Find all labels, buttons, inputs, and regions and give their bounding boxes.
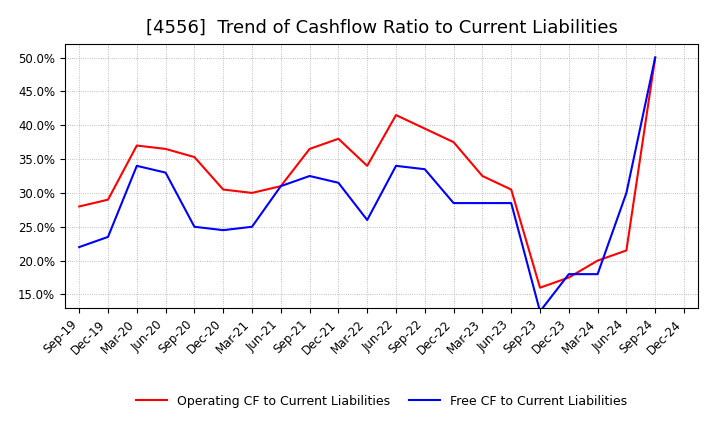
Operating CF to Current Liabilities — [276, 183, 285, 189]
Free CF to Current Liabilities — [334, 180, 343, 185]
Free CF to Current Liabilities — [132, 163, 141, 169]
Free CF to Current Liabilities — [593, 271, 602, 277]
Operating CF to Current Liabilities — [363, 163, 372, 169]
Free CF to Current Liabilities — [536, 309, 544, 314]
Operating CF to Current Liabilities — [478, 173, 487, 179]
Operating CF to Current Liabilities — [305, 146, 314, 151]
Line: Free CF to Current Liabilities: Free CF to Current Liabilities — [79, 58, 655, 312]
Operating CF to Current Liabilities — [219, 187, 228, 192]
Operating CF to Current Liabilities — [334, 136, 343, 141]
Free CF to Current Liabilities — [190, 224, 199, 229]
Free CF to Current Liabilities — [305, 173, 314, 179]
Operating CF to Current Liabilities — [161, 146, 170, 151]
Free CF to Current Liabilities — [161, 170, 170, 175]
Line: Operating CF to Current Liabilities: Operating CF to Current Liabilities — [79, 58, 655, 288]
Operating CF to Current Liabilities — [248, 190, 256, 195]
Title: [4556]  Trend of Cashflow Ratio to Current Liabilities: [4556] Trend of Cashflow Ratio to Curren… — [145, 19, 618, 37]
Operating CF to Current Liabilities — [564, 275, 573, 280]
Free CF to Current Liabilities — [248, 224, 256, 229]
Operating CF to Current Liabilities — [392, 113, 400, 118]
Operating CF to Current Liabilities — [507, 187, 516, 192]
Operating CF to Current Liabilities — [593, 258, 602, 263]
Legend: Operating CF to Current Liabilities, Free CF to Current Liabilities: Operating CF to Current Liabilities, Fre… — [131, 390, 632, 413]
Operating CF to Current Liabilities — [651, 55, 660, 60]
Free CF to Current Liabilities — [478, 201, 487, 206]
Free CF to Current Liabilities — [75, 245, 84, 250]
Free CF to Current Liabilities — [651, 55, 660, 60]
Free CF to Current Liabilities — [219, 227, 228, 233]
Operating CF to Current Liabilities — [536, 285, 544, 290]
Free CF to Current Liabilities — [420, 167, 429, 172]
Free CF to Current Liabilities — [392, 163, 400, 169]
Free CF to Current Liabilities — [622, 190, 631, 195]
Operating CF to Current Liabilities — [132, 143, 141, 148]
Free CF to Current Liabilities — [564, 271, 573, 277]
Free CF to Current Liabilities — [276, 183, 285, 189]
Operating CF to Current Liabilities — [190, 154, 199, 160]
Operating CF to Current Liabilities — [104, 197, 112, 202]
Operating CF to Current Liabilities — [622, 248, 631, 253]
Free CF to Current Liabilities — [449, 201, 458, 206]
Free CF to Current Liabilities — [507, 201, 516, 206]
Free CF to Current Liabilities — [104, 234, 112, 239]
Operating CF to Current Liabilities — [420, 126, 429, 131]
Operating CF to Current Liabilities — [75, 204, 84, 209]
Free CF to Current Liabilities — [363, 217, 372, 223]
Operating CF to Current Liabilities — [449, 139, 458, 145]
